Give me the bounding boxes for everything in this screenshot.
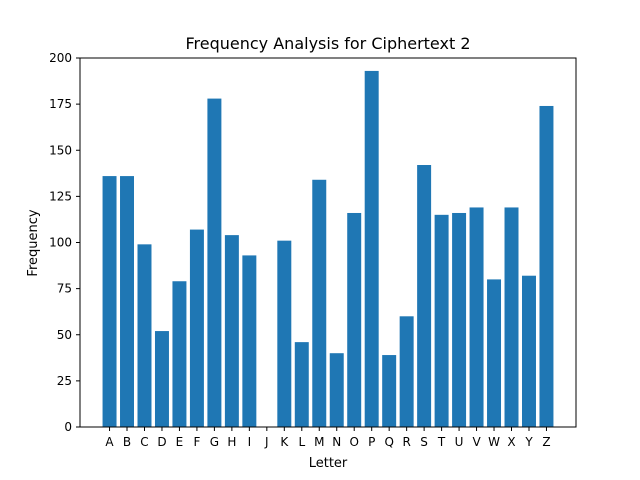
x-tick-label: Z [542,435,550,449]
bar-d [154,331,169,427]
bar-o [347,212,362,427]
x-tick-label: X [507,435,515,449]
bar-f [189,229,204,427]
bar-l [294,342,309,427]
x-tick-label: E [176,435,184,449]
bar-x [504,207,519,427]
y-tick-label: 175 [49,97,72,111]
bar-b [120,176,134,427]
x-tick-label: S [420,435,428,449]
y-tick-label: 25 [57,374,72,388]
y-tick-label: 50 [57,328,72,342]
bar-e [172,281,187,427]
x-tick-label: Q [384,435,393,449]
x-tick-label: R [402,435,410,449]
x-tick-label: I [248,435,252,449]
bar-v [469,207,484,427]
x-tick-label: V [472,435,481,449]
x-tick-label: N [332,435,341,449]
y-axis-label: Frequency [26,209,41,276]
y-tick-label: 75 [57,282,72,296]
x-tick-label: D [157,435,166,449]
bar-w [487,279,502,427]
bar-q [382,355,397,427]
x-axis-label: Letter [309,456,348,471]
y-axis: 0 25 50 75 100 125 150 175 200 [49,51,80,434]
x-tick-label: H [227,435,236,449]
bar-y [522,275,536,427]
y-tick-label: 0 [64,420,72,434]
x-tick-label: U [455,435,464,449]
bar-g [207,98,222,427]
x-tick-label: Y [524,435,533,449]
y-tick-label: 150 [49,143,72,157]
x-tick-label: B [123,435,131,449]
x-tick-label: M [314,435,324,449]
x-tick-label: P [368,435,375,449]
x-tick-label: J [264,435,269,449]
x-tick-label: G [210,435,219,449]
y-tick-label: 200 [49,51,72,65]
bar-s [417,165,432,427]
bar-c [137,244,152,427]
y-tick-label: 100 [49,236,72,250]
bar-m [312,179,327,427]
x-tick-label: C [140,435,148,449]
chart-title: Frequency Analysis for Ciphertext 2 [185,34,470,53]
bar-a [102,176,117,427]
y-tick-label: 125 [49,189,72,203]
bar-i [242,255,257,427]
bar-p [364,70,379,428]
x-tick-label: W [488,435,500,449]
plot-frame [79,57,577,428]
x-tick-label: K [280,435,289,449]
bar-k [277,240,292,427]
x-tick-label: O [349,435,358,449]
bar-h [224,235,239,427]
bar-r [399,316,414,427]
bar-t [434,214,449,427]
bar-u [452,212,467,427]
plot-area [102,70,554,428]
x-tick-label: T [437,435,446,449]
x-tick-label: L [298,435,305,449]
x-tick-label: F [193,435,200,449]
bar-n [329,353,344,427]
x-tick-label: A [105,435,114,449]
bar-z [539,105,554,427]
